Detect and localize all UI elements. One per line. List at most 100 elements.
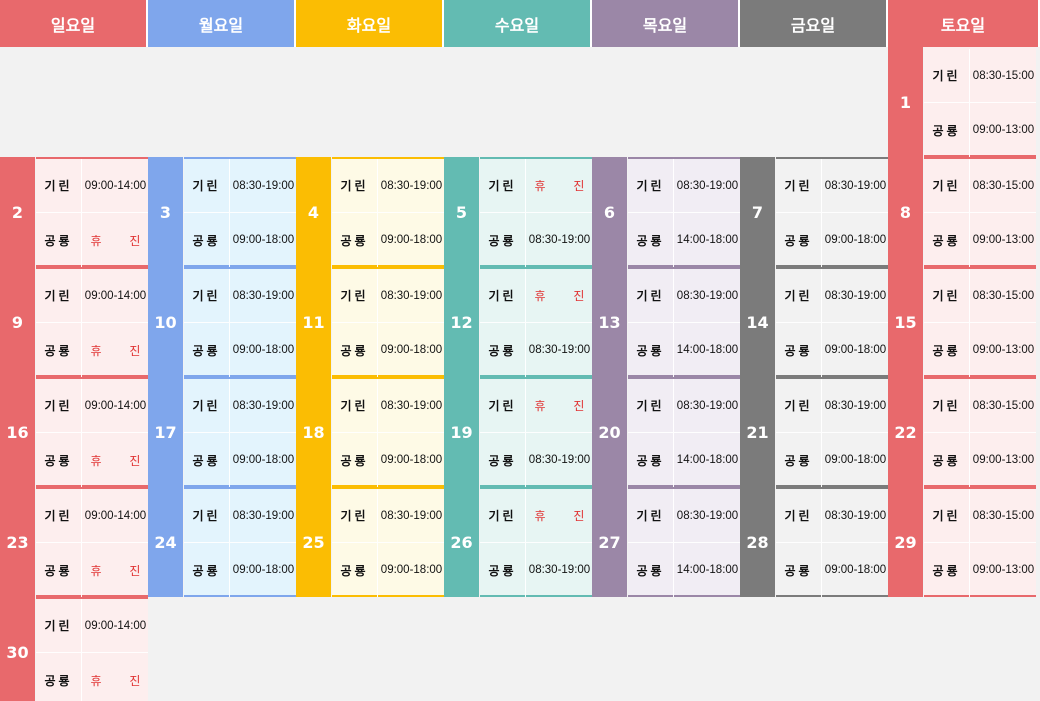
staff-name: 기린 (776, 379, 822, 432)
shift-time: 09:00-14:00 (84, 179, 147, 192)
shift-slot: 공룡 09:00-13:00 (924, 103, 1036, 157)
day-cell[interactable]: 27 기린 08:30-19:00 공룡 14:00-18:00 (592, 487, 740, 597)
day-cell[interactable]: 11 기린 08:30-19:00 공룡 09:00-18:00 (296, 267, 444, 377)
day-schedule: 기린 09:00-14:00 공룡 휴 진 (36, 597, 148, 701)
shift-slot: 기린 08:30-19:00 (628, 489, 740, 543)
shift-slot: 기린 08:30-19:00 (776, 159, 888, 213)
day-cell[interactable]: 19 기린 휴 진 공룡 08:30-19:00 (444, 377, 592, 487)
shift-time: 08:30-19:00 (824, 179, 887, 192)
day-cell[interactable]: 10 기린 08:30-19:00 공룡 09:00-18:00 (148, 267, 296, 377)
closed-label: 휴 진 (534, 399, 597, 413)
day-cell[interactable]: 14 기린 08:30-19:00 공룡 09:00-18:00 (740, 267, 888, 377)
shift-slot: 공룡 09:00-13:00 (924, 543, 1036, 597)
day-number: 26 (444, 487, 479, 597)
day-number: 25 (296, 487, 331, 597)
shift-slot: 기린 08:30-19:00 (776, 269, 888, 323)
staff-name: 공룡 (36, 323, 82, 377)
staff-name: 공룡 (184, 433, 230, 487)
shift-time: 14:00-18:00 (676, 344, 739, 356)
staff-name: 기린 (924, 379, 970, 432)
shift-time: 09:00-14:00 (84, 619, 147, 632)
shift-slot: 기린 08:30-19:00 (184, 379, 296, 433)
day-cell[interactable]: 7 기린 08:30-19:00 공룡 09:00-18:00 (740, 157, 888, 267)
shift-time: 08:30-19:00 (676, 509, 739, 522)
day-cell[interactable]: 5 기린 휴 진 공룡 08:30-19:00 (444, 157, 592, 267)
day-cell[interactable]: 12 기린 휴 진 공룡 08:30-19:00 (444, 267, 592, 377)
day-cell[interactable]: 23 기린 09:00-14:00 공룡 휴 진 (0, 487, 148, 597)
day-cell[interactable]: 13 기린 08:30-19:00 공룡 14:00-18:00 (592, 267, 740, 377)
staff-name: 공룡 (628, 543, 674, 597)
day-cell[interactable]: 1 기린 08:30-15:00 공룡 09:00-13:00 (888, 47, 1036, 157)
day-cell[interactable]: 20 기린 08:30-19:00 공룡 14:00-18:00 (592, 377, 740, 487)
shift-time: 14:00-18:00 (676, 564, 739, 576)
day-number: 6 (592, 157, 627, 267)
day-schedule: 기린 08:30-19:00 공룡 09:00-18:00 (184, 377, 296, 487)
day-cell[interactable]: 29 기린 08:30-15:00 공룡 09:00-13:00 (888, 487, 1036, 597)
staff-name: 공룡 (480, 213, 526, 267)
staff-name: 공룡 (480, 433, 526, 487)
week-row: 23 기린 09:00-14:00 공룡 휴 진 24 기린 08:30-19:00 공룡 09:… (0, 487, 1040, 597)
shift-time: 08:30-15:00 (972, 399, 1035, 412)
day-cell[interactable]: 17 기린 08:30-19:00 공룡 09:00-18:00 (148, 377, 296, 487)
staff-name: 공룡 (332, 433, 378, 487)
shift-slot: 기린 08:30-19:00 (332, 489, 444, 543)
shift-slot: 기린 09:00-14:00 (36, 269, 148, 323)
staff-name: 기린 (628, 489, 674, 542)
staff-name: 기린 (776, 489, 822, 542)
day-cell[interactable]: 2 기린 09:00-14:00 공룡 휴 진 (0, 157, 148, 267)
staff-name: 기린 (776, 159, 822, 212)
shift-time: 09:00-13:00 (972, 564, 1035, 576)
shift-time: 09:00-13:00 (972, 344, 1035, 356)
day-cell[interactable]: 15 기린 08:30-15:00 공룡 09:00-13:00 (888, 267, 1036, 377)
shift-time: 09:00-18:00 (824, 344, 887, 356)
shift-slot: 기린 휴 진 (480, 269, 592, 323)
weekday-header-4: 목요일 (592, 0, 740, 47)
shift-time: 09:00-18:00 (380, 564, 443, 576)
day-number: 3 (148, 157, 183, 267)
day-cell[interactable]: 30 기린 09:00-14:00 공룡 휴 진 (0, 597, 148, 701)
shift-slot: 기린 09:00-14:00 (36, 489, 148, 543)
day-cell[interactable]: 18 기린 08:30-19:00 공룡 09:00-18:00 (296, 377, 444, 487)
day-cell[interactable]: 16 기린 09:00-14:00 공룡 휴 진 (0, 377, 148, 487)
shift-time: 08:30-15:00 (972, 179, 1035, 192)
day-cell[interactable]: 8 기린 08:30-15:00 공룡 09:00-13:00 (888, 157, 1036, 267)
shift-slot: 공룡 08:30-19:00 (480, 213, 592, 267)
shift-slot: 기린 08:30-19:00 (332, 159, 444, 213)
day-cell[interactable]: 22 기린 08:30-15:00 공룡 09:00-13:00 (888, 377, 1036, 487)
shift-time: 08:30-19:00 (380, 399, 443, 412)
shift-slot: 공룡 08:30-19:00 (480, 433, 592, 487)
day-cell[interactable]: 25 기린 08:30-19:00 공룡 09:00-18:00 (296, 487, 444, 597)
day-number: 19 (444, 377, 479, 487)
staff-name: 공룡 (36, 213, 82, 267)
day-schedule: 기린 08:30-19:00 공룡 09:00-18:00 (776, 487, 888, 597)
day-schedule: 기린 08:30-15:00 공룡 09:00-13:00 (924, 47, 1036, 157)
day-cell[interactable]: 21 기린 08:30-19:00 공룡 09:00-18:00 (740, 377, 888, 487)
shift-time: 09:00-18:00 (232, 454, 295, 466)
shift-time: 09:00-14:00 (84, 399, 147, 412)
shift-slot: 기린 08:30-15:00 (924, 489, 1036, 543)
day-number: 15 (888, 267, 923, 377)
shift-slot: 기린 08:30-19:00 (332, 269, 444, 323)
day-number: 17 (148, 377, 183, 487)
shift-time: 08:30-19:00 (676, 399, 739, 412)
day-cell[interactable]: 4 기린 08:30-19:00 공룡 09:00-18:00 (296, 157, 444, 267)
day-cell[interactable]: 26 기린 휴 진 공룡 08:30-19:00 (444, 487, 592, 597)
day-cell[interactable]: 6 기린 08:30-19:00 공룡 14:00-18:00 (592, 157, 740, 267)
week-row: 16 기린 09:00-14:00 공룡 휴 진 17 기린 08:30-19:00 공룡 09:… (0, 377, 1040, 487)
staff-name: 기린 (480, 159, 526, 212)
staff-name: 공룡 (924, 433, 970, 487)
day-cell[interactable]: 3 기린 08:30-19:00 공룡 09:00-18:00 (148, 157, 296, 267)
day-number: 21 (740, 377, 775, 487)
shift-time: 08:30-19:00 (824, 399, 887, 412)
shift-time: 08:30-15:00 (972, 509, 1035, 522)
staff-name: 공룡 (776, 213, 822, 267)
staff-name: 기린 (184, 379, 230, 432)
day-schedule: 기린 08:30-19:00 공룡 09:00-18:00 (332, 267, 444, 377)
day-cell[interactable]: 9 기린 09:00-14:00 공룡 휴 진 (0, 267, 148, 377)
day-schedule: 기린 08:30-15:00 공룡 09:00-13:00 (924, 267, 1036, 377)
day-cell[interactable]: 28 기린 08:30-19:00 공룡 09:00-18:00 (740, 487, 888, 597)
day-cell[interactable]: 24 기린 08:30-19:00 공룡 09:00-18:00 (148, 487, 296, 597)
staff-name: 기린 (332, 159, 378, 212)
shift-slot: 공룡 08:30-19:00 (480, 323, 592, 377)
shift-time: 08:30-15:00 (972, 289, 1035, 302)
